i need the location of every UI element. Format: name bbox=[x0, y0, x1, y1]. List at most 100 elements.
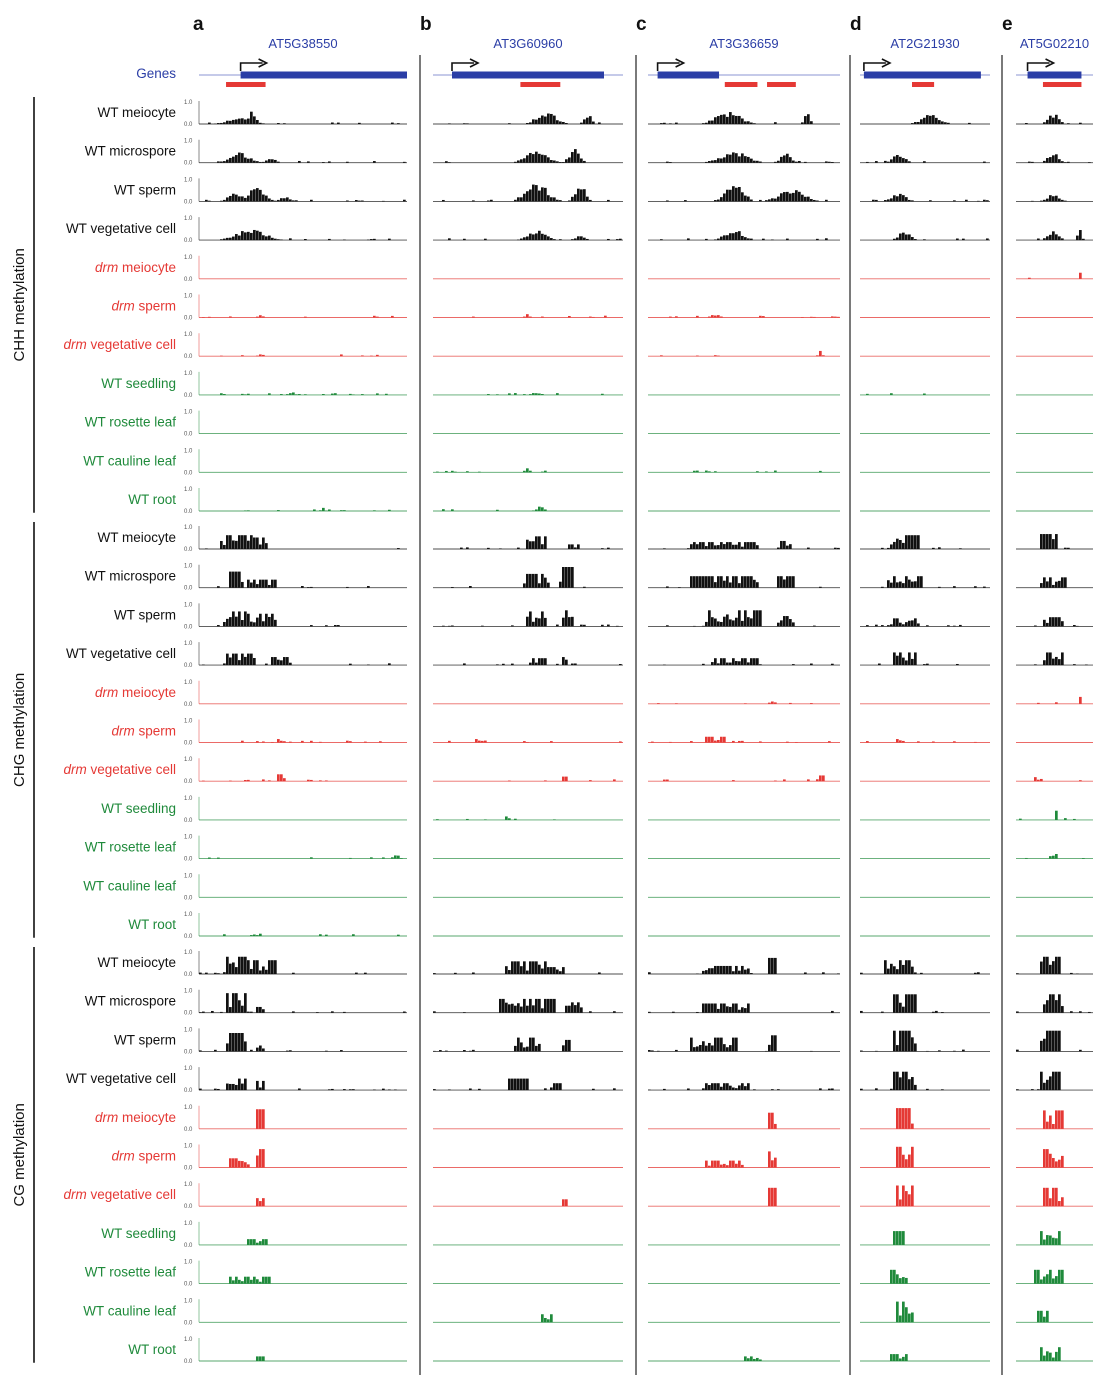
signal-bar bbox=[529, 611, 532, 627]
signal-bar bbox=[322, 162, 325, 163]
signal-bar bbox=[896, 1301, 899, 1323]
signal-track bbox=[433, 1037, 623, 1052]
signal-bar bbox=[780, 576, 783, 588]
signal-bar bbox=[1055, 1071, 1058, 1091]
signal-bar bbox=[744, 542, 747, 549]
signal-bar bbox=[322, 507, 325, 511]
sample-name: sperm bbox=[135, 607, 176, 622]
signal-bar bbox=[289, 741, 292, 743]
signal-track bbox=[433, 739, 623, 743]
signal-bar bbox=[529, 662, 532, 666]
signal-track bbox=[1016, 777, 1093, 782]
signal-bar bbox=[768, 957, 771, 974]
signal-bar bbox=[466, 818, 469, 820]
tss-arrowhead-icon bbox=[675, 58, 686, 68]
signal-bar bbox=[517, 961, 520, 974]
signal-bar bbox=[556, 624, 559, 627]
signal-bar bbox=[253, 1276, 256, 1284]
sample-label: drm sperm bbox=[111, 299, 176, 314]
signal-bar bbox=[699, 576, 702, 588]
signal-bar bbox=[280, 394, 283, 395]
signal-bar bbox=[750, 238, 753, 241]
signal-bar bbox=[220, 1011, 223, 1013]
signal-bar bbox=[463, 238, 466, 241]
signal-bar bbox=[226, 653, 229, 666]
sample-name: sperm bbox=[135, 1149, 176, 1164]
y-tick-label: 1.0 bbox=[184, 602, 193, 608]
signal-bar bbox=[792, 622, 795, 627]
signal-bar bbox=[923, 393, 926, 395]
signal-bar bbox=[899, 1030, 902, 1052]
signal-bar bbox=[729, 1160, 732, 1168]
signal-bar bbox=[932, 741, 935, 743]
signal-bar bbox=[696, 1046, 699, 1052]
signal-bar bbox=[589, 316, 592, 318]
signal-bar bbox=[367, 664, 370, 666]
signal-track bbox=[433, 961, 623, 975]
signal-bar bbox=[753, 579, 756, 588]
signal-bar bbox=[711, 576, 714, 588]
signal-bar bbox=[753, 1089, 756, 1091]
signal-bar bbox=[902, 1071, 905, 1091]
signal-bar bbox=[884, 200, 887, 202]
signal-bar bbox=[256, 1242, 259, 1245]
signal-bar bbox=[364, 972, 367, 974]
signal-bar bbox=[983, 161, 986, 163]
signal-bar bbox=[908, 234, 911, 241]
sample-label: WT microspore bbox=[85, 144, 176, 159]
signal-bar bbox=[238, 1279, 241, 1284]
signal-bar bbox=[268, 584, 271, 588]
tss-arrowhead-icon bbox=[881, 58, 892, 68]
signal-bar bbox=[553, 239, 556, 241]
signal-bar bbox=[774, 1187, 777, 1207]
signal-bar bbox=[944, 122, 947, 124]
signal-bar bbox=[487, 394, 490, 395]
signal-bar bbox=[896, 1108, 899, 1129]
signal-bar bbox=[226, 535, 229, 549]
y-tick-label: 0.0 bbox=[184, 509, 193, 515]
signal-bar bbox=[1046, 1274, 1049, 1284]
signal-bar bbox=[445, 470, 448, 473]
signal-bar bbox=[226, 618, 229, 627]
signal-bar bbox=[532, 573, 535, 588]
signal-bar bbox=[262, 1080, 265, 1091]
signal-bar bbox=[905, 159, 908, 163]
signal-bar bbox=[370, 355, 373, 357]
signal-bar bbox=[529, 394, 532, 395]
signal-bar bbox=[343, 1089, 346, 1091]
signal-bar bbox=[586, 117, 589, 124]
signal-bar bbox=[1046, 534, 1049, 549]
gene-name-label: AT3G60960 bbox=[493, 36, 562, 51]
signal-bar bbox=[747, 156, 750, 163]
signal-bar bbox=[367, 586, 370, 588]
signal-bar bbox=[720, 621, 723, 627]
signal-bar bbox=[669, 741, 672, 743]
signal-bar bbox=[705, 1045, 708, 1052]
signal-bar bbox=[723, 736, 726, 743]
signal-bar bbox=[514, 961, 517, 974]
signal-bar bbox=[514, 1078, 517, 1091]
signal-bar bbox=[391, 122, 394, 124]
signal-bar bbox=[238, 1000, 241, 1013]
signal-bar bbox=[442, 199, 445, 202]
signal-bar bbox=[717, 545, 720, 549]
signal-bar bbox=[244, 232, 247, 241]
signal-bar bbox=[914, 1043, 917, 1052]
signal-bar bbox=[448, 625, 451, 627]
signal-bar bbox=[256, 1047, 259, 1052]
signal-track bbox=[198, 333, 407, 357]
signal-bar bbox=[735, 187, 738, 202]
signal-bar bbox=[905, 960, 908, 974]
y-tick-label: 1.0 bbox=[184, 100, 193, 106]
signal-bar bbox=[729, 189, 732, 202]
signal-bar bbox=[890, 393, 893, 395]
y-tick-label: 1.0 bbox=[184, 835, 193, 841]
signal-bar bbox=[1058, 617, 1061, 627]
signal-bar bbox=[750, 973, 753, 974]
sample-name: seedling bbox=[122, 1226, 176, 1241]
signal-bar bbox=[550, 998, 553, 1013]
signal-bar bbox=[229, 617, 232, 627]
signal-bar bbox=[801, 194, 804, 202]
signal-bar bbox=[313, 509, 316, 511]
